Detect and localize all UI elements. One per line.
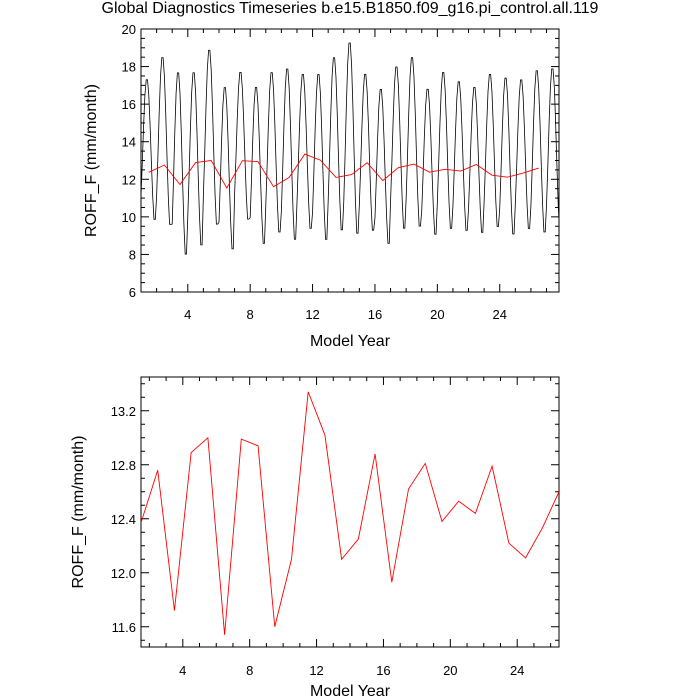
x-tick-label: 4 (179, 663, 186, 678)
y-tick-label: 20 (122, 22, 136, 37)
y-tick-label: 13.2 (111, 404, 136, 419)
y-axis-label: ROFF_F (mm/month) (70, 436, 87, 589)
x-tick-label: 8 (246, 663, 253, 678)
x-tick-label: 16 (368, 307, 382, 322)
y-tick-label: 18 (122, 60, 136, 75)
y-tick-label: 6 (129, 285, 136, 300)
x-axis-label: Model Year (310, 333, 391, 350)
page-title: Global Diagnostics Timeseries b.e15.B185… (101, 0, 599, 17)
monthly-series-line (141, 42, 559, 255)
x-axis-label: Model Year (310, 683, 391, 700)
x-tick-label: 12 (309, 663, 323, 678)
x-tick-label: 8 (247, 307, 254, 322)
annual-series-line (148, 153, 539, 189)
x-tick-label: 20 (430, 307, 444, 322)
x-tick-label: 16 (376, 663, 390, 678)
y-tick-label: 12 (122, 172, 136, 187)
y-axis-label: ROFF_F (mm/month) (83, 84, 100, 237)
x-tick-label: 24 (510, 663, 524, 678)
y-tick-label: 14 (122, 135, 136, 150)
plot-frame (140, 376, 560, 648)
x-tick-label: 12 (305, 307, 319, 322)
y-tick-label: 16 (122, 97, 136, 112)
y-tick-label: 12.4 (111, 512, 136, 527)
x-tick-label: 24 (492, 307, 506, 322)
x-tick-label: 4 (184, 307, 191, 322)
x-tick-label: 20 (443, 663, 457, 678)
y-tick-label: 8 (129, 247, 136, 262)
y-tick-label: 11.6 (112, 620, 136, 635)
y-tick-label: 12.8 (111, 458, 136, 473)
annual-series-line (141, 391, 559, 635)
y-tick-label: 12.0 (111, 566, 136, 581)
y-tick-label: 10 (122, 210, 136, 225)
